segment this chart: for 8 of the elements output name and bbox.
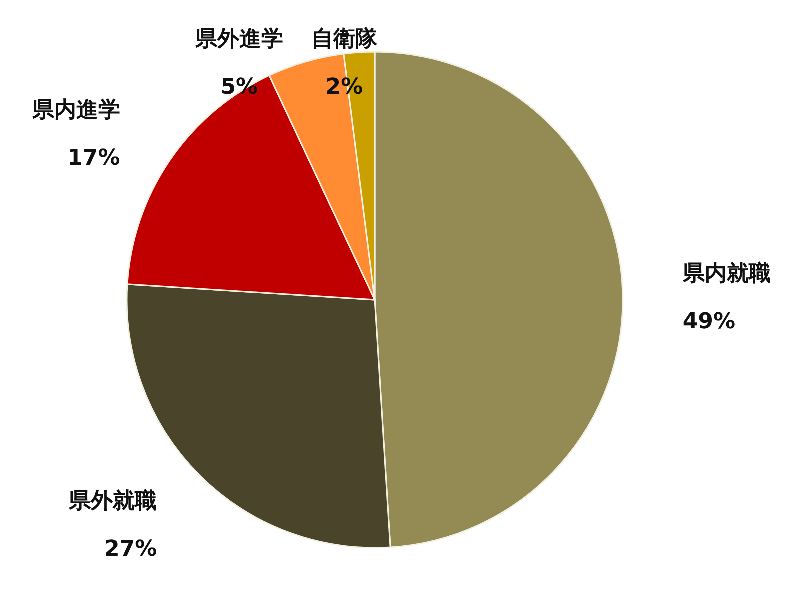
data-label: 17% bbox=[68, 146, 120, 171]
slice-label: 県内就職 bbox=[682, 261, 771, 286]
data-label: 49% bbox=[682, 309, 736, 334]
slice-label: 県外就職 bbox=[68, 488, 158, 514]
data-label: 27% bbox=[104, 536, 158, 562]
slice-label: 県外進学 bbox=[194, 27, 284, 52]
slice-label: 県内進学 bbox=[31, 98, 120, 123]
slice-label: 自衛隊 bbox=[311, 26, 378, 52]
